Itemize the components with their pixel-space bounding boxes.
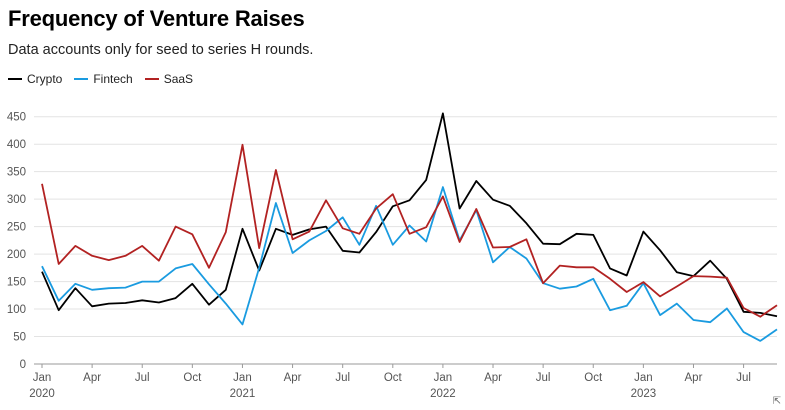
x-axis-ticks: Jan 2020 Apr Jul Oct Jan 2021 Apr Jul Oct Jan 2022 A…: [29, 364, 751, 400]
grid-lines: [34, 116, 777, 365]
legend-label-crypto: Crypto: [27, 72, 63, 86]
x-tick-label-month: Jul: [736, 372, 751, 384]
y-tick-label: 200: [7, 249, 26, 261]
legend-item-saas[interactable]: SaaS: [144, 72, 194, 86]
legend-item-crypto[interactable]: Crypto: [8, 72, 62, 86]
y-tick-label: 350: [7, 167, 26, 179]
x-tick-label-month: Apr: [83, 372, 101, 384]
y-tick-label: 250: [7, 222, 26, 234]
series-lines: [41, 112, 778, 342]
y-tick-label: 0: [20, 359, 26, 371]
series-line-fintech[interactable]: [41, 186, 778, 342]
expand-icon[interactable]: ⇱: [772, 396, 782, 407]
x-tick-label-year: 2022: [430, 388, 456, 400]
chart-legend: Crypto Fintech SaaS: [8, 72, 205, 86]
x-tick-label-month: Jan: [434, 372, 453, 384]
series-line-saas[interactable]: [41, 143, 778, 318]
x-tick-label-month: Jul: [135, 372, 150, 384]
chart-subtitle: Data accounts only for seed to series H …: [8, 42, 314, 58]
legend-item-fintech[interactable]: Fintech: [74, 72, 133, 86]
legend-swatch-fintech: [74, 78, 89, 80]
y-tick-label: 50: [13, 332, 26, 344]
x-tick-label-year: 2021: [230, 388, 256, 400]
legend-swatch-crypto: [8, 78, 22, 80]
y-tick-label: 450: [7, 112, 26, 124]
series-line-crypto[interactable]: [41, 112, 778, 318]
legend-swatch-saas: [144, 78, 159, 80]
x-tick-label-month: Oct: [183, 372, 202, 384]
y-tick-label: 150: [7, 277, 26, 289]
chart-title: Frequency of Venture Raises: [8, 6, 305, 31]
x-tick-label-month: Apr: [484, 372, 502, 384]
x-tick-label-year: 2023: [631, 388, 657, 400]
x-tick-label-month: Oct: [584, 372, 603, 384]
y-tick-label: 100: [7, 304, 26, 316]
legend-label-fintech: Fintech: [93, 72, 133, 86]
x-tick-label-month: Jul: [335, 372, 350, 384]
x-tick-label-month: Jul: [536, 372, 551, 384]
x-tick-label-year: 2020: [29, 388, 55, 400]
x-tick-label-month: Jan: [634, 372, 653, 384]
x-tick-label-month: Apr: [685, 372, 703, 384]
y-tick-label: 300: [7, 194, 26, 206]
x-tick-label-month: Apr: [284, 372, 302, 384]
x-tick-label-month: Jan: [33, 372, 52, 384]
y-tick-label: 400: [7, 139, 26, 151]
x-tick-label-month: Oct: [384, 372, 403, 384]
y-axis-ticks: 0 50 100 150 200 250 300 350 400 450: [7, 112, 26, 371]
x-tick-label-month: Jan: [233, 372, 252, 384]
legend-label-saas: SaaS: [163, 72, 194, 86]
